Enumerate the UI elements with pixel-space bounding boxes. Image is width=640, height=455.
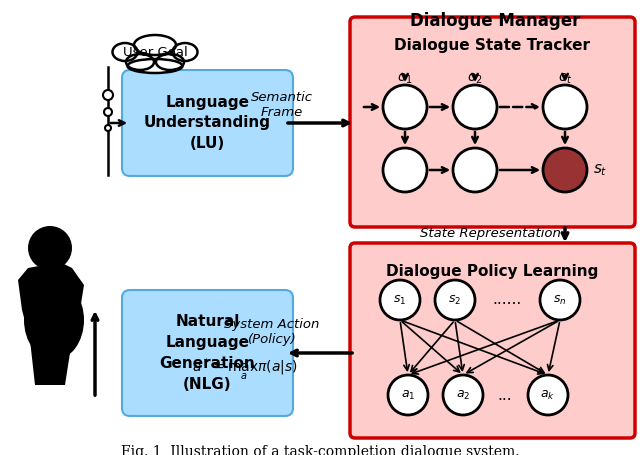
Text: $a_2$: $a_2$ bbox=[456, 389, 470, 402]
Circle shape bbox=[383, 85, 427, 129]
Circle shape bbox=[28, 226, 72, 270]
Ellipse shape bbox=[126, 54, 154, 70]
Circle shape bbox=[380, 280, 420, 320]
Circle shape bbox=[453, 148, 497, 192]
Ellipse shape bbox=[127, 59, 182, 73]
Text: Dialogue Manager: Dialogue Manager bbox=[410, 12, 580, 30]
Polygon shape bbox=[18, 262, 84, 385]
Text: $a^* = \max_a \pi(a|s)$: $a^* = \max_a \pi(a|s)$ bbox=[192, 357, 298, 384]
Circle shape bbox=[104, 108, 112, 116]
Text: $a_k$: $a_k$ bbox=[541, 389, 556, 402]
FancyBboxPatch shape bbox=[350, 243, 635, 438]
Text: Dialogue State Tracker: Dialogue State Tracker bbox=[394, 38, 591, 53]
Text: Fig. 1  Illustration of a task-completion dialogue system.: Fig. 1 Illustration of a task-completion… bbox=[121, 445, 519, 455]
Text: Language
Understanding
(LU): Language Understanding (LU) bbox=[144, 95, 271, 152]
Text: Dialogue Policy Learning: Dialogue Policy Learning bbox=[387, 264, 598, 279]
FancyBboxPatch shape bbox=[122, 70, 293, 176]
Circle shape bbox=[388, 375, 428, 415]
Text: Natural
Language
Generation
(NLG): Natural Language Generation (NLG) bbox=[159, 314, 255, 392]
Ellipse shape bbox=[113, 43, 138, 61]
Text: $o_t$: $o_t$ bbox=[557, 72, 572, 86]
Circle shape bbox=[443, 375, 483, 415]
Circle shape bbox=[540, 280, 580, 320]
Text: $s_1$: $s_1$ bbox=[394, 293, 406, 307]
Text: $s_n$: $s_n$ bbox=[553, 293, 567, 307]
Text: $o_2$: $o_2$ bbox=[467, 72, 483, 86]
Text: ......: ...... bbox=[492, 293, 522, 308]
Text: $a_1$: $a_1$ bbox=[401, 389, 415, 402]
Text: System Action
(Policy): System Action (Policy) bbox=[224, 318, 320, 346]
Circle shape bbox=[383, 148, 427, 192]
Circle shape bbox=[103, 90, 113, 100]
Ellipse shape bbox=[134, 35, 176, 55]
Text: State Representation: State Representation bbox=[420, 228, 561, 241]
Text: ...: ... bbox=[498, 388, 512, 403]
Circle shape bbox=[543, 148, 587, 192]
Circle shape bbox=[528, 375, 568, 415]
Ellipse shape bbox=[173, 43, 198, 61]
Ellipse shape bbox=[156, 54, 184, 70]
Text: Semantic
Frame: Semantic Frame bbox=[251, 91, 313, 119]
Text: $s_t$: $s_t$ bbox=[593, 162, 607, 178]
Text: User Goal: User Goal bbox=[123, 46, 188, 60]
Circle shape bbox=[105, 125, 111, 131]
Text: $o_1$: $o_1$ bbox=[397, 72, 413, 86]
Circle shape bbox=[453, 85, 497, 129]
Circle shape bbox=[543, 85, 587, 129]
FancyBboxPatch shape bbox=[350, 17, 635, 227]
Circle shape bbox=[435, 280, 475, 320]
FancyBboxPatch shape bbox=[122, 290, 293, 416]
Text: $s_2$: $s_2$ bbox=[449, 293, 461, 307]
Ellipse shape bbox=[24, 280, 84, 360]
